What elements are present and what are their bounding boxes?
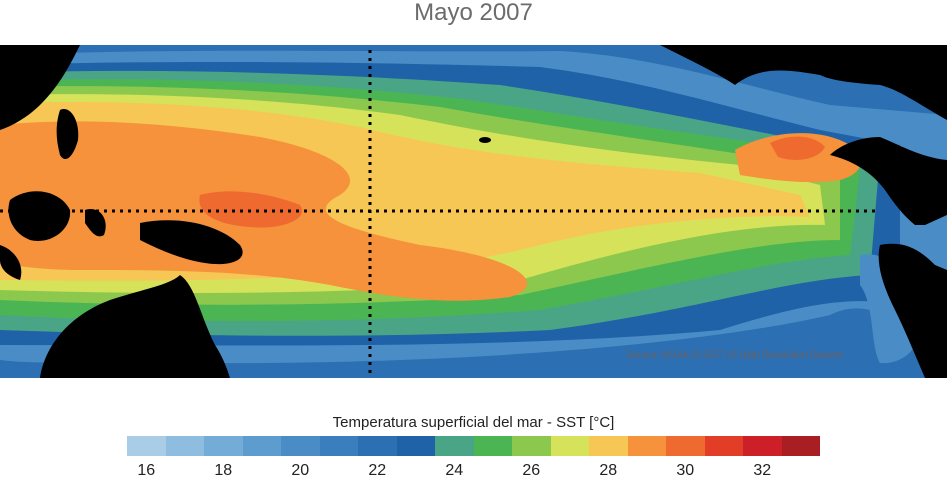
colorbar-tick-label: 32	[753, 462, 772, 479]
land-asia	[0, 45, 80, 130]
land-north-america	[660, 45, 947, 120]
land	[0, 45, 947, 378]
colorbar-tick-label: 20	[291, 462, 310, 479]
colorbar-bin	[281, 436, 320, 456]
colorbar-bin	[165, 436, 204, 456]
colorbar-bin	[127, 436, 166, 456]
land-borneo	[8, 191, 71, 241]
colorbar-bin	[358, 436, 397, 456]
colorbar-bin	[589, 436, 628, 456]
colorbar-bin	[204, 436, 243, 456]
colorbar-tick-label: 30	[676, 462, 695, 479]
colorbar-bin	[666, 436, 705, 456]
map-title: Mayo 2007	[414, 0, 533, 26]
colorbar-bin	[396, 436, 435, 456]
land-sumatra	[0, 245, 22, 280]
sst-warm-pool-core	[199, 191, 302, 228]
colorbar-bin	[743, 436, 782, 456]
land-hawaii	[479, 137, 491, 143]
source-note: Source: NOAA OI SST V2 High Resolution D…	[626, 350, 843, 361]
colorbar-tick-label: 16	[137, 462, 156, 479]
colorbar-tick-label: 22	[368, 462, 387, 479]
colorbar-bin	[704, 436, 743, 456]
land-sulawesi	[85, 209, 106, 237]
colorbar-bin	[550, 436, 589, 456]
colorbar-tick-label: 28	[599, 462, 618, 479]
sst-east-warm-core	[770, 136, 825, 160]
land-new-guinea	[140, 220, 243, 265]
colorbar-bin	[627, 436, 666, 456]
colorbar-bin	[435, 436, 474, 456]
colorbar	[127, 436, 820, 456]
colorbar-bin	[242, 436, 281, 456]
land-south-america	[878, 243, 947, 378]
land-philippines	[56, 109, 79, 160]
colorbar-bin	[512, 436, 551, 456]
colorbar-bin	[781, 436, 820, 456]
sst-map	[0, 45, 947, 378]
colorbar-bin	[319, 436, 358, 456]
colorbar-bin	[473, 436, 512, 456]
land-australia	[40, 275, 230, 378]
colorbar-title: Temperatura superficial del mar - SST [°…	[332, 414, 615, 431]
colorbar-tick-label: 18	[214, 462, 233, 479]
land-central-america	[830, 137, 947, 225]
colorbar-tick-label: 24	[445, 462, 464, 479]
colorbar-tick-label: 26	[522, 462, 541, 479]
